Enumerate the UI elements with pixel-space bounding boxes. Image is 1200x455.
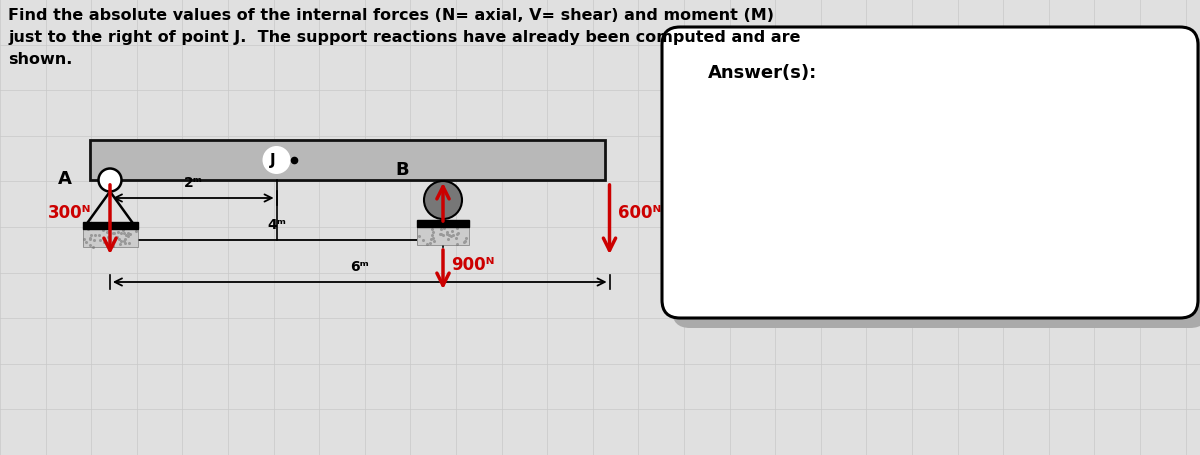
- FancyBboxPatch shape: [662, 28, 1198, 318]
- Bar: [83, 229, 138, 248]
- Bar: [418, 228, 469, 245]
- Bar: [90, 141, 605, 181]
- Text: 300ᴺ: 300ᴺ: [48, 203, 91, 222]
- Bar: [418, 221, 469, 228]
- Text: J: J: [270, 153, 275, 168]
- FancyBboxPatch shape: [672, 38, 1200, 328]
- Bar: [83, 222, 138, 229]
- Text: Answer(s):: Answer(s):: [708, 64, 817, 82]
- Bar: [83, 229, 138, 248]
- Text: 900ᴺ: 900ᴺ: [451, 255, 494, 273]
- Text: B: B: [395, 161, 409, 179]
- Bar: [418, 228, 469, 245]
- Circle shape: [424, 182, 462, 219]
- Text: 2ᵐ: 2ᵐ: [184, 176, 203, 190]
- Text: 4ᵐ: 4ᵐ: [266, 217, 286, 232]
- Circle shape: [98, 169, 121, 192]
- Text: Find the absolute values of the internal forces (N= axial, V= shear) and moment : Find the absolute values of the internal…: [8, 8, 800, 67]
- Text: 600ᴺ: 600ᴺ: [618, 203, 661, 222]
- Circle shape: [263, 147, 290, 175]
- Text: A: A: [58, 170, 72, 187]
- Text: 6ᵐ: 6ᵐ: [350, 259, 370, 273]
